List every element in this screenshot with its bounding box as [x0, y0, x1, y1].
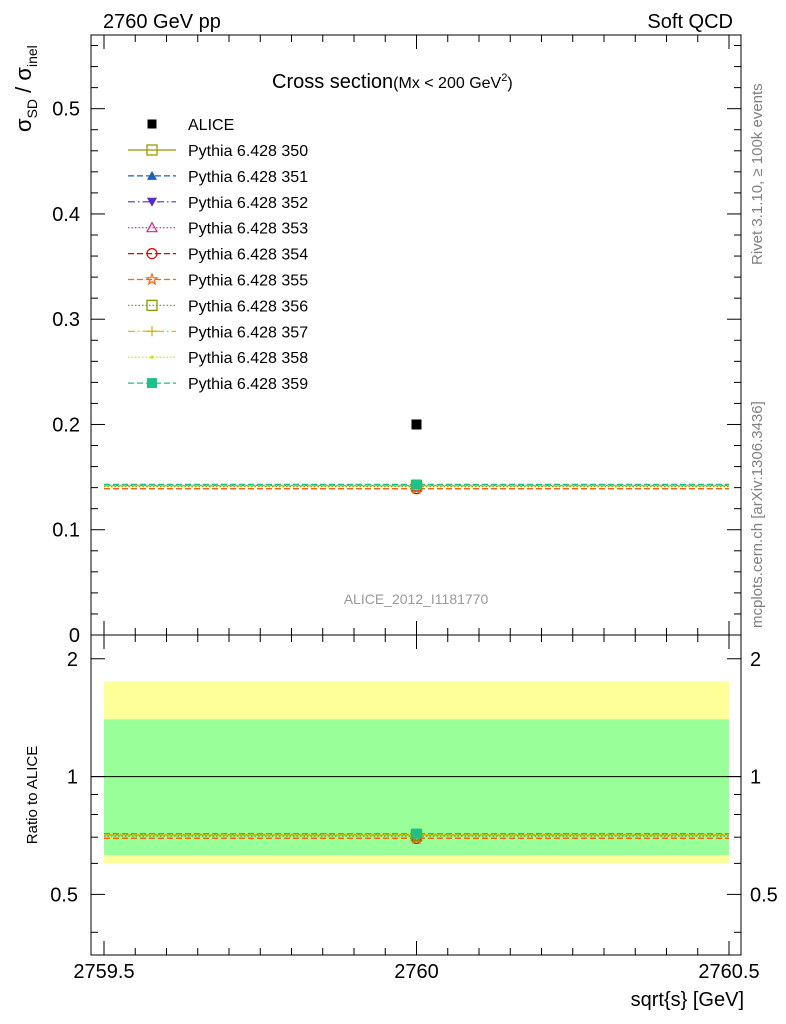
legend-label-5: Pythia 6.428 355 — [188, 273, 308, 290]
legend-marker-8 — [150, 355, 154, 359]
y-axis-label-part: / — [11, 81, 36, 99]
y-axis-label-part: σ — [11, 67, 36, 81]
axis-ticks — [91, 35, 741, 955]
legend-label-3: Pythia 6.428 353 — [188, 221, 308, 238]
legend-marker-1 — [147, 170, 157, 180]
ratio-y-tick-label: 0.5 — [50, 884, 78, 906]
series-markers — [409, 419, 424, 845]
legend-label-0: Pythia 6.428 350 — [188, 143, 308, 160]
header-right: Soft QCD — [647, 11, 733, 33]
ratio-y-tick-label-right: 2 — [750, 649, 761, 671]
legend-marker-6 — [146, 299, 158, 312]
y-axis-label: σSD / σinel — [11, 45, 40, 132]
x-tick-label: 2760.5 — [698, 961, 759, 983]
title-sub: (Mx < 200 GeV — [393, 75, 501, 92]
legend-label-4: Pythia 6.428 354 — [188, 247, 308, 264]
x-axis-label: sqrt{s} [GeV] — [631, 989, 744, 1011]
ratio-y-axis-label: Ratio to ALICE — [24, 746, 41, 844]
mcplots-label: mcplots.cern.ch [arXiv:1306.3436] — [749, 401, 766, 628]
analysis-label: ALICE_2012_I1181770 — [344, 591, 489, 607]
y-axis-label-part: SD — [24, 99, 40, 118]
legend-label-9: Pythia 6.428 359 — [188, 376, 308, 393]
rivet-label: Rivet 3.1.10, ≥ 100k events — [749, 83, 766, 265]
legend-data-marker — [147, 119, 157, 129]
title-main: Cross section — [272, 71, 393, 93]
ratio-y-tick-label-right: 0.5 — [750, 884, 778, 906]
mc-ratio-point-9 — [411, 828, 422, 839]
y-tick-label: 0.5 — [52, 99, 80, 121]
mc-point-9 — [411, 479, 422, 490]
legend-marker-4 — [146, 248, 158, 260]
y-tick-label: 0.1 — [52, 520, 80, 542]
legend-marker-0 — [146, 144, 158, 156]
legend-label-7: Pythia 6.428 357 — [188, 324, 308, 341]
y-tick-label: 0.3 — [52, 309, 80, 331]
legend-data-label: ALICE — [188, 117, 234, 134]
legend-marker-9 — [147, 378, 157, 389]
legend-label-6: Pythia 6.428 356 — [188, 298, 308, 315]
legend-marker-7 — [147, 326, 157, 337]
legend-label-2: Pythia 6.428 352 — [188, 195, 308, 212]
y-tick-label: 0.4 — [52, 204, 80, 226]
legend-marker-2 — [147, 197, 157, 207]
legend-label-1: Pythia 6.428 351 — [188, 169, 308, 186]
x-tick-label: 2760 — [394, 961, 439, 983]
ratio-y-tick-label-right: 1 — [750, 767, 761, 789]
data-point — [411, 419, 422, 430]
legend-label-8: Pythia 6.428 358 — [188, 350, 308, 367]
legend: ALICE Pythia 6.428 350 Pythia 6.428 351 Pyt… — [128, 117, 308, 393]
y-axis-label-part: σ — [11, 118, 36, 132]
ratio-y-tick-label: 2 — [67, 649, 78, 671]
header-left: 2760 GeV pp — [103, 11, 221, 33]
legend-marker-3 — [145, 221, 159, 233]
title-sub-close: ) — [507, 75, 512, 92]
x-tick-label: 2759.5 — [73, 961, 134, 983]
text-labels: 2760 GeV pp Soft QCD Cross section(Mx < 20… — [11, 11, 778, 1011]
y-tick-label: 0 — [69, 625, 80, 647]
chart-title: Cross section(Mx < 200 GeV2) — [272, 71, 513, 93]
y-tick-label: 0.2 — [52, 414, 80, 436]
legend-marker-5 — [145, 272, 159, 286]
y-axis-label-part: inel — [24, 45, 40, 67]
title-sub-sup: 2 — [501, 72, 507, 84]
ratio-y-tick-label: 1 — [67, 767, 78, 789]
